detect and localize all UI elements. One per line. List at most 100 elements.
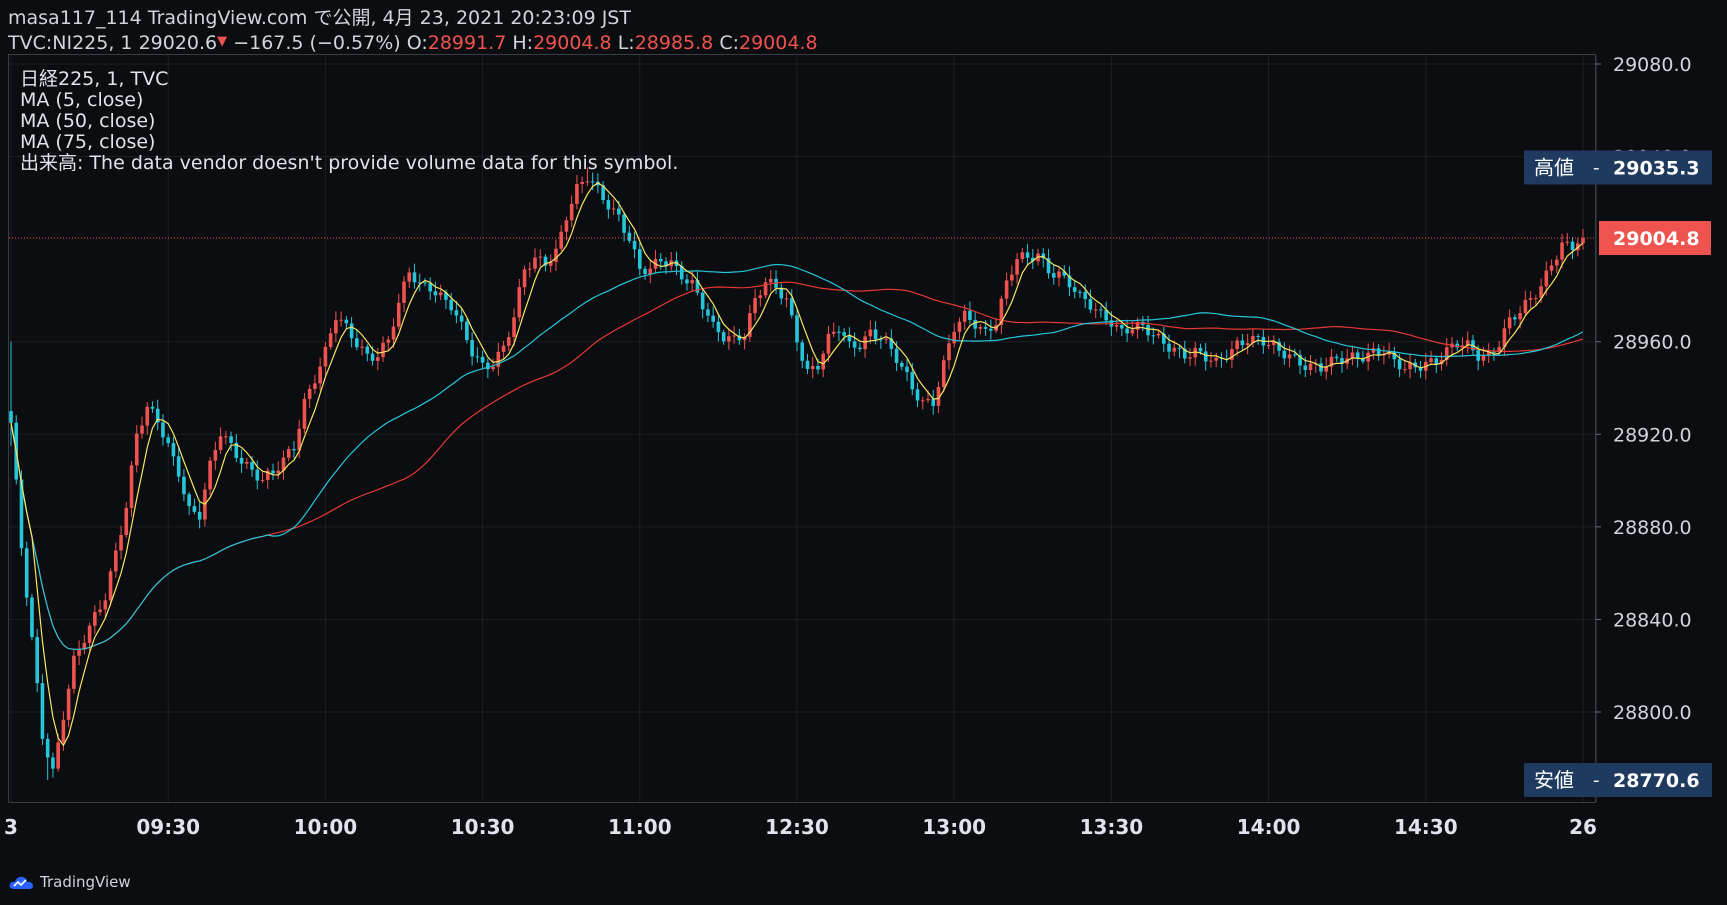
candle-body	[402, 281, 406, 303]
candle-body	[632, 240, 637, 250]
candle-body	[926, 398, 930, 401]
candle-body	[1051, 273, 1056, 278]
candle-body	[1245, 343, 1250, 346]
candle-body	[114, 550, 118, 572]
candle-body	[344, 319, 349, 324]
candle-body	[658, 259, 663, 262]
candle-body	[1093, 309, 1098, 311]
candle-body	[968, 310, 972, 320]
symbol-label: TVC:NI225, 1	[8, 32, 133, 54]
candle-body	[1397, 359, 1402, 370]
tradingview-cloud-icon	[9, 876, 33, 889]
candle-body	[685, 279, 689, 284]
candle-body	[302, 398, 307, 429]
candle-body	[45, 738, 50, 758]
candle-body	[716, 321, 721, 333]
candle-body	[1534, 298, 1538, 300]
candle-body	[1555, 259, 1559, 266]
candle-body	[307, 388, 312, 399]
high-label: H:	[512, 32, 534, 54]
candle-body	[1439, 359, 1444, 365]
candle-body	[543, 256, 548, 266]
candle-body	[454, 310, 459, 316]
candle-body	[1507, 317, 1512, 329]
y-tick-label: 28880.0	[1613, 517, 1692, 539]
candle-body	[706, 309, 710, 316]
candle-body	[1188, 357, 1192, 359]
candle-body	[910, 372, 915, 390]
candle-body	[72, 655, 76, 689]
open-value: 28991.7	[427, 32, 507, 54]
x-tick-label: 12:30	[765, 815, 829, 839]
candle-body	[286, 449, 291, 458]
candle-body	[465, 321, 469, 341]
candle-body	[1523, 299, 1528, 313]
candle-body	[920, 400, 925, 402]
candle-body	[355, 338, 359, 348]
candle-body	[1067, 275, 1072, 288]
candle-body	[1319, 363, 1323, 372]
candle-body	[554, 248, 558, 262]
candle-body	[334, 320, 338, 334]
legend-volume[interactable]: 出来高: The data vendor doesn't provide vol…	[20, 152, 679, 174]
candle-body	[638, 249, 642, 269]
ma5-line	[10, 182, 1584, 747]
candle-body	[145, 406, 150, 426]
legend-symbol[interactable]: 日経225, 1, TVC	[20, 68, 169, 90]
legend-ma50[interactable]: MA (50, close)	[20, 110, 156, 132]
legend-ma5[interactable]: MA (5, close)	[20, 89, 144, 111]
candle-body	[323, 346, 328, 367]
candle-body	[1209, 360, 1213, 362]
candle-body	[1340, 358, 1344, 364]
candle-body	[255, 469, 260, 481]
tradingview-logo[interactable]: TradingView	[8, 872, 131, 892]
chart-header: masa117_114 TradingView.com で公開, 4月 23, …	[8, 6, 818, 55]
candle-body	[606, 200, 611, 210]
candle-body	[852, 341, 857, 348]
candle-body	[239, 457, 244, 464]
candle-body	[407, 272, 412, 282]
candle-body	[1046, 258, 1051, 274]
candle-body	[1293, 354, 1297, 356]
candle-body	[1298, 354, 1302, 366]
candle-body	[292, 449, 296, 451]
candle-body	[1146, 324, 1150, 336]
candle-body	[281, 457, 286, 471]
candle-body	[161, 422, 165, 438]
candle-body	[166, 437, 170, 444]
candle-body	[134, 433, 139, 466]
low-price-badge-label: 安値	[1534, 768, 1574, 792]
candle-body	[1481, 355, 1486, 361]
candle-body	[957, 321, 962, 332]
y-tick-label: 28840.0	[1613, 609, 1692, 631]
legend-ma75[interactable]: MA (75, close)	[20, 131, 156, 153]
candle-body	[423, 282, 427, 284]
candle-body	[1114, 324, 1119, 327]
candle-body	[1361, 358, 1365, 362]
candle-body	[250, 462, 254, 470]
candle-body	[533, 257, 537, 269]
candle-body	[1004, 280, 1009, 299]
candle-body	[391, 326, 396, 340]
candle-body	[265, 470, 270, 480]
candle-body	[491, 366, 495, 370]
candle-body	[1078, 291, 1082, 293]
candle-body	[1387, 351, 1391, 355]
candle-body	[93, 612, 97, 626]
candle-body	[826, 333, 831, 354]
candle-body	[690, 280, 694, 284]
candle-body	[973, 319, 977, 329]
candle-body	[1167, 343, 1171, 352]
high-price-badge-dash: -	[1593, 157, 1600, 178]
ma50-line	[10, 263, 1584, 650]
candle-body	[548, 261, 553, 266]
candle-body	[1041, 253, 1046, 259]
candle-body	[1031, 257, 1035, 262]
candle-body	[229, 436, 233, 443]
candle-body	[1015, 259, 1019, 275]
candle-body	[1120, 324, 1124, 329]
candle-body	[459, 315, 464, 322]
candle-body	[711, 315, 715, 322]
candle-body	[428, 283, 432, 292]
